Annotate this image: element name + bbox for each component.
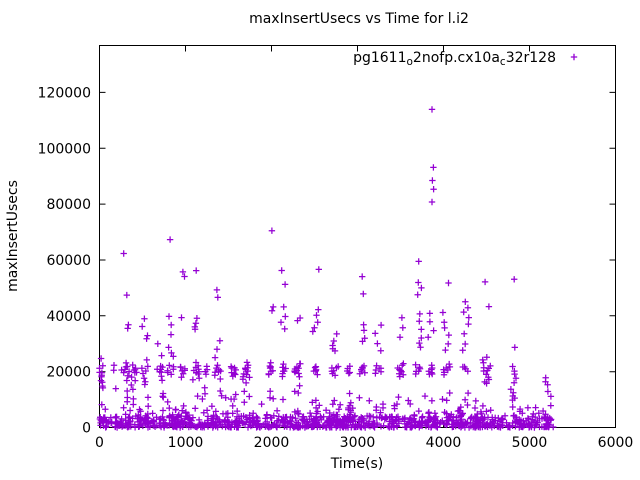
x-tick-label: 5000: [512, 435, 548, 451]
legend-marker-icon: [570, 53, 578, 61]
plot-border: [99, 45, 616, 428]
y-tick-label: 40000: [46, 309, 91, 325]
y-tick-label: 100000: [38, 141, 91, 157]
x-tick-label: 2000: [254, 435, 290, 451]
x-tick-label: 3000: [340, 435, 376, 451]
legend-label: pg1611o2nofp.cx10ac32r128: [353, 50, 556, 68]
x-tick-label: 0: [95, 435, 104, 451]
x-tick-label: 6000: [598, 435, 634, 451]
y-tick-label: 120000: [38, 85, 91, 101]
y-axis-label: maxInsertUsecs: [5, 180, 21, 292]
x-tick-label: 1000: [168, 435, 204, 451]
axis-ticks: [99, 45, 616, 428]
chart-title: maxInsertUsecs vs Time for l.i2: [249, 11, 469, 27]
y-tick-label: 60000: [46, 253, 91, 269]
x-tick-label: 4000: [426, 435, 462, 451]
series-pg1611-data-points: [96, 106, 557, 431]
y-tick-label: 0: [82, 421, 91, 437]
y-tick-label: 80000: [46, 197, 91, 213]
y-tick-label: 20000: [46, 365, 91, 381]
x-axis-label: Time(s): [330, 456, 383, 472]
